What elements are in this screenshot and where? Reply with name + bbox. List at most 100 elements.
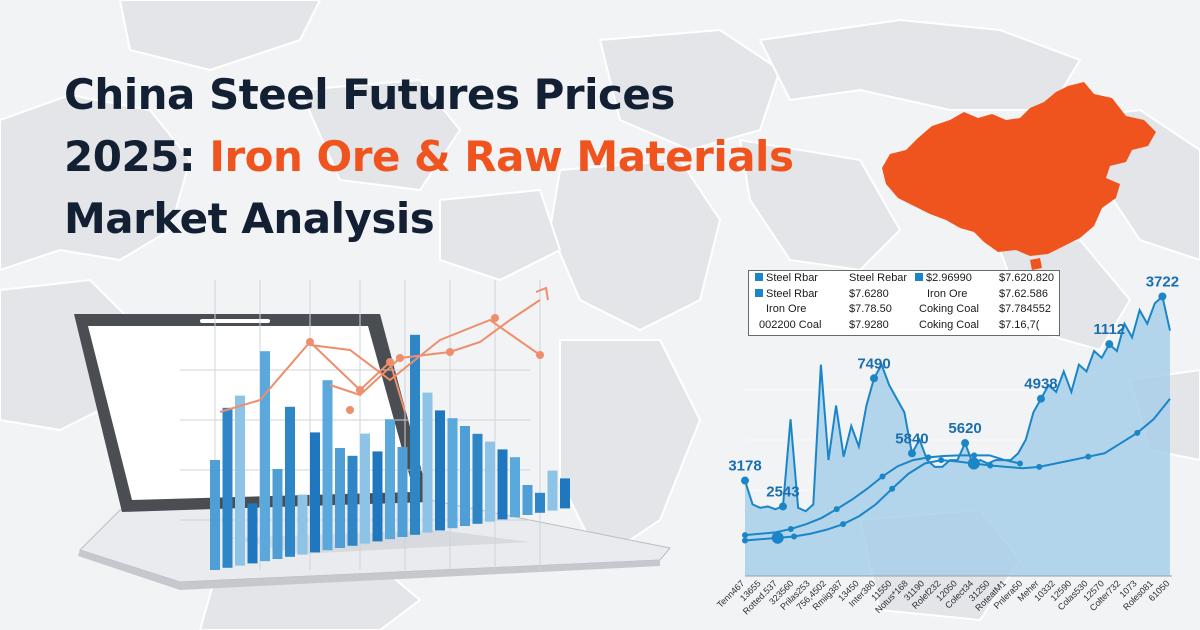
legend-cell: $7.16,7( bbox=[999, 318, 1039, 334]
legend-cell: Iron Ore bbox=[766, 302, 806, 318]
chart-series-3-line bbox=[744, 398, 1171, 542]
headline-title: China Steel Futures Prices 2025: Iron Or… bbox=[64, 64, 794, 250]
chart-series-3-point bbox=[1085, 453, 1092, 460]
legend-label: Steel Rbar bbox=[766, 287, 818, 300]
chart-series-2-point bbox=[879, 473, 886, 480]
legend-row: Iron Ore $7.78.50 Coking Coal $7.784552 bbox=[749, 302, 1059, 318]
legend-cell: Coking Coal bbox=[919, 302, 979, 318]
laptop-bar bbox=[510, 457, 520, 518]
chart-annotation-label: 3722 bbox=[1146, 273, 1179, 290]
legend-cell: $7.6280 bbox=[849, 287, 889, 303]
chart-series-3-point bbox=[1134, 429, 1141, 436]
chart-series-3-point bbox=[840, 521, 847, 528]
laptop-bar bbox=[410, 334, 420, 535]
chart-series-2-point bbox=[1017, 460, 1023, 467]
legend-cell: $7.620.820 bbox=[999, 271, 1054, 287]
chart-annotation-label: 2543 bbox=[766, 483, 799, 500]
legend-cell: $7.784552 bbox=[999, 302, 1051, 318]
chart-annotation-point bbox=[1036, 394, 1045, 403]
laptop-bar bbox=[385, 419, 395, 540]
headline-line-1: China Steel Futures Prices bbox=[64, 70, 675, 119]
chart-markers bbox=[741, 292, 1167, 544]
chart-annotation-label: 5620 bbox=[948, 420, 981, 437]
laptop-bar bbox=[472, 433, 483, 524]
legend-cell: $7.9280 bbox=[849, 318, 889, 334]
laptop-bar bbox=[460, 426, 470, 526]
laptop-bar bbox=[210, 460, 220, 570]
legend-label: $7.62.586 bbox=[999, 287, 1048, 300]
laptop-bar bbox=[397, 447, 408, 537]
chart-series-3-point bbox=[889, 485, 896, 492]
legend-label: $7.16,7( bbox=[999, 318, 1040, 331]
laptop-bar bbox=[497, 449, 508, 520]
legend-label: Coking Coal bbox=[919, 318, 979, 331]
china-map-icon bbox=[882, 82, 1156, 270]
laptop-trend-arrow bbox=[535, 286, 549, 301]
laptop-bar bbox=[435, 410, 445, 531]
laptop-bar bbox=[347, 455, 358, 546]
chart-series-3-point bbox=[987, 462, 994, 469]
chart-annotation-label: 5840 bbox=[895, 430, 928, 447]
chart-x-ticks: Tenn46713655Rotted.537323560Prilas253756… bbox=[715, 578, 1171, 616]
legend-cell: Steel Rbar bbox=[755, 287, 818, 303]
legend-label: Steel Rbar bbox=[766, 272, 818, 284]
legend-label: Iron Ore bbox=[766, 303, 807, 315]
laptop-bar bbox=[222, 407, 233, 568]
laptop-bar bbox=[360, 433, 370, 544]
chart-annotation-point bbox=[1158, 292, 1167, 301]
legend-label: $2.96990 bbox=[926, 272, 972, 284]
laptop-bar bbox=[560, 478, 570, 509]
laptop-bar bbox=[522, 485, 533, 515]
legend-label: Iron Ore bbox=[927, 287, 968, 300]
legend-label: $7.6280 bbox=[849, 287, 889, 300]
legend-label: Steel Rebar bbox=[849, 272, 908, 284]
legend-label: $7.620.820 bbox=[999, 272, 1055, 284]
chart-annotation-point bbox=[778, 502, 787, 511]
laptop-bar bbox=[272, 469, 283, 559]
chart-series-3-point bbox=[791, 533, 798, 540]
chart-legend: Steel Rbar Steel Rebar $2.96990 $7.620.8… bbox=[748, 270, 1060, 336]
chart-annotation-label: 1112 bbox=[1093, 321, 1125, 338]
chart-annotation-label: 7490 bbox=[857, 355, 890, 372]
chart-series-3-highlight-point bbox=[967, 457, 980, 470]
chart-series-2-point bbox=[742, 532, 748, 539]
laptop-trend-points bbox=[306, 314, 544, 414]
china-map-shape bbox=[882, 82, 1156, 256]
laptop-bars bbox=[210, 334, 570, 570]
legend-cell: $2.96990 bbox=[915, 271, 972, 287]
chart-series-2-point bbox=[971, 452, 978, 459]
legend-swatch bbox=[755, 288, 763, 297]
chart-annotation-point bbox=[907, 449, 916, 458]
legend-swatch bbox=[755, 273, 763, 281]
chart-series-3-point bbox=[742, 537, 748, 544]
laptop-bar bbox=[372, 451, 383, 542]
legend-cell: Steel Rebar bbox=[849, 271, 907, 287]
chart-series-2-point bbox=[925, 454, 932, 461]
legend-cell: 002200 Coal bbox=[759, 318, 821, 334]
chart-annotation-label: 3178 bbox=[728, 458, 761, 475]
legend-label: $7.784552 bbox=[999, 303, 1051, 315]
legend-row: 002200 Coal $7.9280 Coking Coal $7.16,7( bbox=[749, 318, 1059, 334]
chart-series-2-point bbox=[787, 525, 794, 532]
chart-annotation-point bbox=[870, 374, 879, 383]
chart-annotation-point bbox=[961, 439, 970, 448]
legend-cell: $7.62.586 bbox=[999, 287, 1048, 303]
laptop-bar bbox=[310, 432, 320, 553]
legend-label: $7.78.50 bbox=[849, 303, 892, 315]
laptop-bar bbox=[235, 395, 245, 566]
legend-cell: Iron Ore bbox=[927, 287, 967, 303]
chart-series-2-point bbox=[833, 506, 840, 513]
chart-series-3-point bbox=[938, 457, 945, 464]
legend-label: $7.9280 bbox=[849, 318, 889, 331]
chart-series-3-highlight-point bbox=[771, 531, 784, 544]
legend-cell: $7.78.50 bbox=[849, 302, 892, 318]
legend-label: Coking Coal bbox=[919, 303, 979, 315]
chart-series-3-point bbox=[1036, 463, 1043, 470]
legend-label: 002200 Coal bbox=[759, 318, 822, 331]
laptop-bar bbox=[285, 406, 295, 557]
laptop-illustration bbox=[74, 280, 671, 590]
chart-annotation-label: 4938 bbox=[1024, 376, 1057, 393]
legend-row: Steel Rbar $7.6280 Iron Ore $7.62.586 bbox=[749, 287, 1059, 303]
chart-annotations: 3178 2543 7490 5840 5620 4938 1112 3722 bbox=[728, 273, 1179, 500]
